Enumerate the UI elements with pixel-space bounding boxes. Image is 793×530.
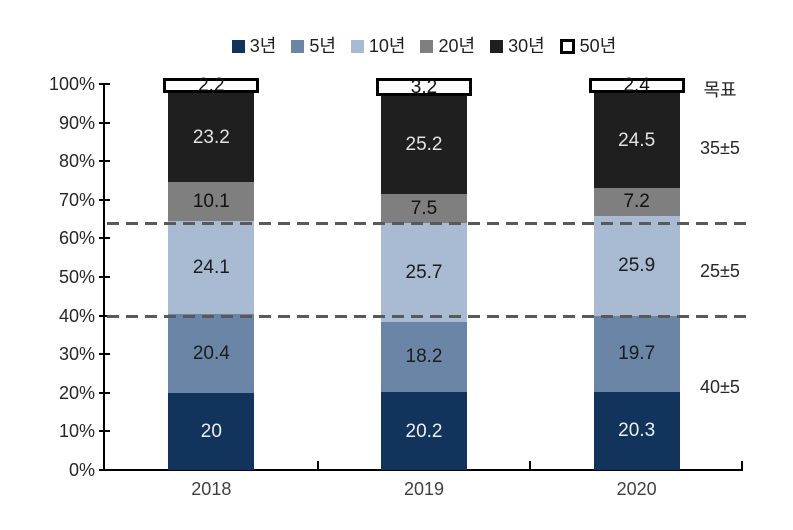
bar-segment-label: 24.5 — [618, 130, 656, 152]
bar-segment-50년-2020: 2.4 — [588, 75, 685, 97]
bar-segment-label: 10.1 — [192, 191, 230, 213]
legend-item-label: 5년 — [309, 36, 336, 56]
bar-segment-30년-2019: 25.2 — [381, 96, 467, 194]
bar-segment-50년-2018: 2.2 — [163, 74, 260, 96]
legend-swatch-icon — [559, 38, 575, 54]
annotation-40±5: 40±5 — [700, 377, 740, 397]
bar-segment-label: 2.2 — [198, 74, 225, 96]
x-axis-end-tick — [741, 461, 743, 470]
plot-area: 20 20.4 24.1 10.1 23.2 2.2 20.2 18.2 25.7 7.5 25.2… — [105, 76, 743, 470]
y-axis-tick-label: 50% — [58, 267, 95, 287]
bar-segment-50년-2019: 3.2 — [376, 76, 472, 98]
annotation-35±5: 35±5 — [700, 137, 740, 158]
y-axis-tick-label: 60% — [58, 228, 95, 249]
y-axis-tick-label: 90% — [58, 112, 95, 133]
y-axis-tick-label: 100% — [48, 74, 95, 94]
bar-segment-label: 20 — [200, 420, 222, 442]
y-axis-tick — [99, 391, 110, 394]
annotation-25±5: 25±5 — [700, 261, 740, 282]
bar-segment-10년-2019: 25.7 — [381, 222, 467, 322]
bar-segment-3년-2019: 20.2 — [381, 392, 467, 470]
legend-item-20년: 20년 — [420, 37, 475, 55]
x-axis-line — [103, 469, 743, 471]
y-axis-tick — [99, 276, 110, 278]
legend-swatch-icon — [490, 39, 504, 53]
bar-segment-label: 20.2 — [405, 420, 443, 442]
bar-segment-label: 25.2 — [405, 134, 443, 156]
bar-segment-label: 25.7 — [405, 261, 443, 283]
legend-item-label: 30년 — [508, 36, 545, 56]
chart-legend: 3년 5년 10년 20년 30년 50년 — [105, 37, 743, 55]
target-guide-line — [107, 314, 751, 318]
x-axis-category-label: 2020 — [616, 479, 657, 499]
y-axis-tick-label: 70% — [58, 189, 95, 210]
bar-segment-label: 7.2 — [623, 191, 650, 213]
bar-segment-5년-2018: 20.4 — [168, 314, 255, 393]
bar-segment-label: 20.3 — [618, 420, 656, 442]
bar-segment-20년-2020: 7.2 — [593, 187, 680, 216]
bar-segment-5년-2020: 19.7 — [593, 315, 680, 392]
bar-segment-label: 7.5 — [410, 197, 438, 219]
legend-swatch-icon — [350, 39, 364, 53]
legend-item-label: 20년 — [438, 36, 476, 56]
bar-segment-30년-2018: 23.2 — [168, 92, 255, 183]
bar-segment-label: 3.2 — [410, 76, 438, 98]
y-axis-tick — [99, 121, 110, 124]
legend-swatch-icon — [420, 39, 434, 53]
bar-segment-5년-2019: 18.2 — [381, 321, 467, 393]
legend-item-50년: 50년 — [559, 36, 617, 56]
y-axis-tick — [99, 160, 110, 163]
y-axis-tick — [99, 430, 110, 433]
bar-segment-label: 18.2 — [405, 346, 443, 368]
y-axis-tick — [99, 353, 110, 356]
bar-segment-3년-2020: 20.3 — [593, 391, 680, 470]
y-axis-tick-label: 40% — [58, 305, 95, 326]
legend-item-5년: 5년 — [291, 37, 336, 55]
legend-item-label: 50년 — [579, 36, 617, 56]
bar-segment-3년-2018: 20 — [168, 392, 255, 470]
x-axis-tick — [316, 461, 319, 470]
y-axis-tick — [99, 314, 110, 317]
bar-segment-label: 24.1 — [192, 257, 230, 279]
y-axis-tick — [99, 83, 110, 85]
y-axis-tick — [99, 198, 110, 201]
bar-segment-label: 25.9 — [618, 255, 656, 277]
y-axis-tick — [99, 469, 110, 471]
bar-segment-30년-2020: 24.5 — [593, 93, 680, 188]
bar-segment-20년-2018: 10.1 — [168, 182, 255, 222]
bar-segment-20년-2019: 7.5 — [381, 193, 467, 223]
bar-segment-10년-2020: 25.9 — [593, 215, 680, 316]
y-axis-tick-label: 20% — [58, 382, 95, 403]
annotation-목표: 목표 — [703, 79, 737, 100]
bar-segment-label: 2.4 — [623, 75, 650, 97]
target-guide-line — [107, 221, 751, 225]
legend-item-3년: 3년 — [231, 36, 277, 56]
bar-2018: 20 20.4 24.1 10.1 23.2 2.2 — [163, 76, 260, 470]
bar-2020: 20.3 19.7 25.9 7.2 24.5 2.4 — [588, 76, 685, 470]
bar-2019: 20.2 18.2 25.7 7.5 25.2 3.2 — [376, 78, 472, 470]
y-axis-tick-label: 80% — [58, 151, 95, 172]
x-axis-tick — [529, 461, 532, 470]
legend-swatch-icon — [291, 39, 305, 53]
legend-item-label: 10년 — [368, 36, 406, 56]
x-axis-category-label: 2019 — [403, 479, 445, 499]
x-axis-category-label: 2018 — [191, 479, 232, 499]
legend-swatch-icon — [231, 39, 245, 53]
bar-segment-10년-2018: 24.1 — [168, 221, 255, 315]
y-axis-tick-label: 10% — [58, 421, 95, 442]
y-axis-tick — [99, 237, 110, 240]
legend-item-label: 3년 — [249, 36, 277, 56]
bar-segment-label: 19.7 — [618, 343, 656, 365]
y-axis-tick-label: 30% — [58, 344, 95, 365]
y-axis-tick-label: 0% — [68, 460, 95, 480]
bar-segment-label: 20.4 — [192, 342, 230, 364]
legend-item-10년: 10년 — [350, 36, 406, 56]
bar-segment-label: 23.2 — [192, 126, 230, 148]
legend-item-30년: 30년 — [490, 37, 545, 55]
